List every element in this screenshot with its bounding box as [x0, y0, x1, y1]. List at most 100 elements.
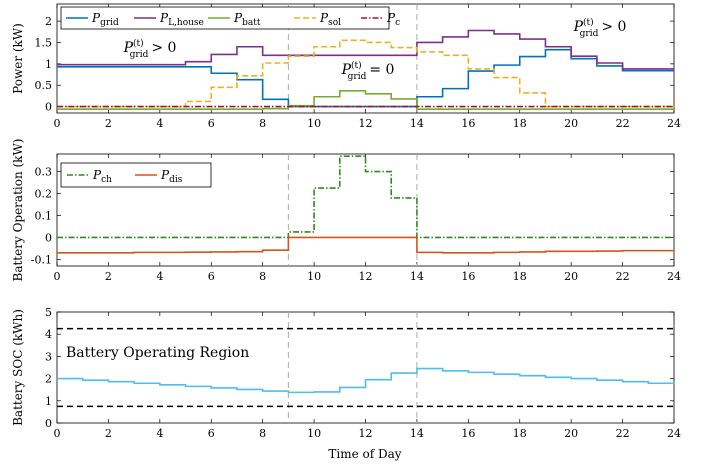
legend-label-sub: ch	[101, 175, 112, 185]
grid-annotation-sub: grid	[130, 50, 149, 60]
series-p-batt	[57, 89, 674, 110]
x-tick-label: 22	[616, 270, 630, 283]
x-tick-label: 10	[307, 117, 321, 130]
x-tick-label: 22	[616, 117, 630, 130]
x-tick-label: 10	[307, 427, 321, 440]
y-tick-label: -0.1	[31, 253, 52, 266]
grid-annotation-sub: grid	[580, 29, 599, 39]
y-tick-label: 0	[45, 417, 52, 430]
x-tick-label: 16	[461, 427, 475, 440]
legend-label-base: P	[160, 168, 170, 182]
grid-annotation-relation: = 0	[369, 62, 394, 78]
y-tick-label: 0	[45, 231, 52, 244]
y-axis-label: Battery SOC (kWh)	[11, 309, 25, 426]
legend-label-sub: sol	[328, 18, 341, 28]
x-tick-label: 0	[54, 427, 61, 440]
x-tick-label: 8	[259, 270, 266, 283]
x-tick-label: 20	[564, 427, 578, 440]
series-p-sol	[57, 39, 674, 108]
legend-label-sub: c	[395, 18, 400, 28]
y-tick-label: 0.3	[35, 166, 53, 179]
x-tick-label: 12	[359, 427, 373, 440]
series-p-dis	[57, 236, 674, 254]
x-tick-label: 16	[461, 270, 475, 283]
legend-label-sub: dis	[169, 175, 183, 185]
y-tick-label: 2	[45, 373, 52, 386]
y-tick-label: 0	[45, 101, 52, 114]
battery-operation-panel: 0 2 4 6 8 10 12 14 16 18 20 22 24-0.100.10.20.3Batte…	[11, 139, 681, 283]
series-p-ch	[57, 155, 674, 239]
grid-annotation-base: P	[123, 40, 134, 56]
legend-label: Pdis	[160, 168, 183, 185]
grid-annotation: P(t) grid = 0	[341, 60, 395, 82]
legend-label: Pbatt	[233, 11, 261, 28]
x-tick-label: 12	[359, 270, 373, 283]
y-tick-label: 3	[45, 350, 52, 363]
x-tick-label: 14	[410, 117, 424, 130]
x-tick-label: 18	[513, 427, 527, 440]
region-label: Battery Operating Region	[66, 345, 249, 361]
x-tick-label: 6	[208, 117, 215, 130]
legend-label-sub: batt	[242, 18, 261, 28]
legend-label: Pc	[386, 11, 400, 28]
y-tick-label: 1	[45, 395, 52, 408]
legend-label-base: P	[92, 168, 102, 182]
legend-label-base: P	[386, 11, 396, 25]
x-tick-label: 2	[105, 117, 112, 130]
grid-annotation-base: P	[573, 19, 584, 35]
grid-annotation-sub: grid	[348, 72, 367, 82]
y-tick-label: 5	[45, 306, 52, 319]
x-tick-label: 14	[410, 270, 424, 283]
grid-annotation-sup: (t)	[583, 17, 594, 28]
x-tick-label: 6	[208, 427, 215, 440]
grid-annotation-sup: (t)	[351, 60, 362, 71]
y-tick-label: 0.5	[35, 79, 53, 92]
y-tick-label: 1.5	[35, 36, 53, 49]
y-tick-label: 4	[45, 328, 52, 341]
x-tick-label: 0	[54, 270, 61, 283]
legend-label-base: P	[91, 11, 101, 25]
x-tick-label: 24	[667, 270, 681, 283]
legend-label-base: P	[319, 11, 329, 25]
x-tick-label: 8	[259, 117, 266, 130]
x-tick-label: 24	[667, 117, 681, 130]
x-tick-label: 6	[208, 270, 215, 283]
legend-label: PL,house	[159, 11, 204, 28]
y-tick-label: 0.1	[35, 209, 53, 222]
x-tick-label: 8	[259, 427, 266, 440]
x-tick-label: 10	[307, 270, 321, 283]
legend-label-sub: grid	[100, 18, 119, 28]
x-tick-label: 16	[461, 117, 475, 130]
legend-label: Pgrid	[91, 11, 119, 28]
x-tick-label: 0	[54, 117, 61, 130]
plot-area	[56, 311, 675, 424]
y-tick-label: 2	[45, 15, 52, 28]
grid-annotation-relation: > 0	[601, 19, 626, 35]
grid-annotation-sup: (t)	[133, 38, 144, 49]
x-tick-label: 4	[156, 427, 163, 440]
x-tick-label: 18	[513, 270, 527, 283]
x-tick-label: 12	[359, 117, 373, 130]
y-tick-label: 0.2	[35, 188, 53, 201]
legend-label-base: P	[159, 11, 169, 25]
y-axis-label: Power (kW)	[11, 23, 25, 94]
legend-label-sub: L,house	[168, 18, 204, 28]
x-tick-label: 20	[564, 117, 578, 130]
legend-label-base: P	[233, 11, 243, 25]
x-tick-label: 18	[513, 117, 527, 130]
series-soc	[57, 367, 675, 394]
x-tick-label: 4	[156, 117, 163, 130]
x-tick-label: 2	[105, 270, 112, 283]
y-axis-label: Battery Operation (kW)	[11, 139, 25, 282]
x-tick-label: 2	[105, 427, 112, 440]
legend-label: Pch	[92, 168, 112, 185]
grid-annotation-base: P	[341, 62, 352, 78]
x-tick-label: 14	[410, 427, 424, 440]
grid-annotation: P(t) grid > 0	[123, 38, 177, 60]
x-tick-label: 4	[156, 270, 163, 283]
x-tick-label: 24	[667, 427, 681, 440]
legend-label: Psol	[319, 11, 341, 28]
